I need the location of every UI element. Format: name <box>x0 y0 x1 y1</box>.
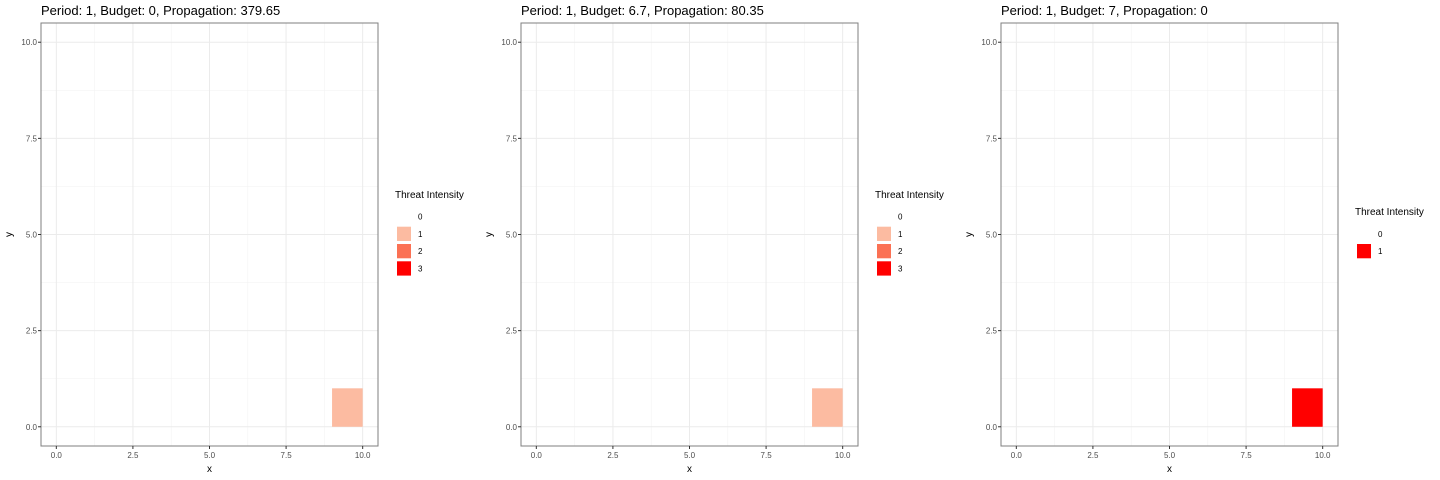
chart-3-legend-key-1 <box>1357 244 1371 259</box>
chart-2-legend-key-1 <box>877 226 891 241</box>
chart-2-legend-key-3 <box>877 261 891 276</box>
chart-2-ylabel: y <box>484 232 495 237</box>
chart-2-y-tick-label-1: 2.5 <box>506 327 518 336</box>
chart-2-y-tick-label-3: 7.5 <box>506 134 518 143</box>
chart-3-xlabel: x <box>1167 464 1172 475</box>
chart-1-xlabel: x <box>207 464 212 475</box>
chart-1-legend-key-1 <box>397 226 411 241</box>
chart-2-title: Period: 1, Budget: 6.7, Propagation: 80.… <box>521 3 764 18</box>
chart-2-cell-0 <box>812 388 843 427</box>
chart-2-x-tick-label-0: 0.0 <box>531 451 543 460</box>
chart-2-y-tick-label-2: 5.0 <box>506 231 518 240</box>
chart-1-x-tick-label-4: 10.0 <box>355 451 371 460</box>
chart-3-ylabel: y <box>964 232 975 237</box>
chart-1-y-tick-label-1: 2.5 <box>26 327 38 336</box>
chart-3-y-tick-label-1: 2.5 <box>986 327 998 336</box>
chart-3-y-tick-label-4: 10.0 <box>981 38 997 47</box>
chart-1-legend-label-1: 1 <box>418 230 423 239</box>
chart-1-x-tick-label-2: 5.0 <box>204 451 216 460</box>
chart-3-legend-label-0: 0 <box>1378 230 1383 239</box>
chart-2-xlabel: x <box>687 464 692 475</box>
chart-2-y-tick-label-0: 0.0 <box>506 423 518 432</box>
chart-2-legend-label-0: 0 <box>898 213 903 222</box>
facet-3: Period: 1, Budget: 7, Propagation: 0 0.0 2… <box>964 3 1424 475</box>
chart-2-x-tick-label-3: 7.5 <box>761 451 773 460</box>
chart-1-x-tick-label-0: 0.0 <box>51 451 63 460</box>
chart-1-y-tick-label-4: 10.0 <box>21 38 37 47</box>
chart-3-x-tick-label-0: 0.0 <box>1011 451 1023 460</box>
chart-3-legend-title: Threat Intensity <box>1355 207 1424 218</box>
chart-2-legend-label-1: 1 <box>898 230 903 239</box>
chart-1-ylabel: y <box>4 232 15 237</box>
chart-1-legend-key-0 <box>397 209 411 224</box>
chart-2-legend-key-2 <box>877 244 891 259</box>
chart-1-y-tick-label-2: 5.0 <box>26 231 38 240</box>
chart-2-legend-label-3: 3 <box>898 264 903 273</box>
chart-2-x-tick-label-2: 5.0 <box>684 451 696 460</box>
chart-3-x-tick-label-4: 10.0 <box>1315 451 1331 460</box>
chart-1-legend-label-0: 0 <box>418 213 423 222</box>
facet-1: Period: 1, Budget: 0, Propagation: 379.6… <box>4 3 464 475</box>
chart-1-legend-label-3: 3 <box>418 264 423 273</box>
chart-3-x-tick-label-1: 2.5 <box>1087 451 1099 460</box>
chart-1-legend-label-2: 2 <box>418 247 423 256</box>
chart-1-x-tick-label-3: 7.5 <box>281 451 293 460</box>
chart-3-cell-0 <box>1292 388 1323 427</box>
chart-3-legend-key-0 <box>1357 226 1371 241</box>
chart-1-cell-0 <box>332 388 363 427</box>
chart-3-y-tick-label-3: 7.5 <box>986 134 998 143</box>
chart-1-legend-key-3 <box>397 261 411 276</box>
chart-2-y-tick-label-4: 10.0 <box>501 38 517 47</box>
chart-2-legend-title: Threat Intensity <box>875 190 944 201</box>
chart-1-y-tick-label-3: 7.5 <box>26 134 38 143</box>
chart-2-x-tick-label-1: 2.5 <box>607 451 619 460</box>
chart-3-title: Period: 1, Budget: 7, Propagation: 0 <box>1001 3 1208 18</box>
chart-2-legend-label-2: 2 <box>898 247 903 256</box>
chart-3-x-tick-label-3: 7.5 <box>1241 451 1253 460</box>
chart-1-x-tick-label-1: 2.5 <box>127 451 139 460</box>
chart-1-legend-key-2 <box>397 244 411 259</box>
chart-3-y-tick-label-2: 5.0 <box>986 231 998 240</box>
chart-2-legend-key-0 <box>877 209 891 224</box>
facet-2: Period: 1, Budget: 6.7, Propagation: 80.… <box>484 3 944 475</box>
chart-2-x-tick-label-4: 10.0 <box>835 451 851 460</box>
chart-1-y-tick-label-0: 0.0 <box>26 423 38 432</box>
chart-1-legend-title: Threat Intensity <box>395 190 464 201</box>
chart-3-legend-label-1: 1 <box>1378 247 1383 256</box>
chart-3-y-tick-label-0: 0.0 <box>986 423 998 432</box>
chart-3-x-tick-label-2: 5.0 <box>1164 451 1176 460</box>
chart-1-title: Period: 1, Budget: 0, Propagation: 379.6… <box>41 3 280 18</box>
